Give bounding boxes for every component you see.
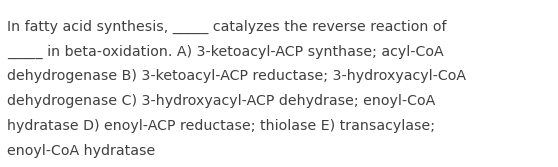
Text: dehydrogenase B) 3-ketoacyl-ACP reductase; 3-hydroxyacyl-CoA: dehydrogenase B) 3-ketoacyl-ACP reductas… bbox=[7, 69, 466, 84]
Text: hydratase D) enoyl-ACP reductase; thiolase E) transacylase;: hydratase D) enoyl-ACP reductase; thiola… bbox=[7, 119, 435, 133]
Text: dehydrogenase C) 3-hydroxyacyl-ACP dehydrase; enoyl-CoA: dehydrogenase C) 3-hydroxyacyl-ACP dehyd… bbox=[7, 94, 435, 108]
Text: _____ in beta-oxidation. A) 3-ketoacyl-ACP synthase; acyl-CoA: _____ in beta-oxidation. A) 3-ketoacyl-A… bbox=[7, 45, 443, 59]
Text: enoyl-CoA hydratase: enoyl-CoA hydratase bbox=[7, 144, 155, 158]
Text: In fatty acid synthesis, _____ catalyzes the reverse reaction of: In fatty acid synthesis, _____ catalyzes… bbox=[7, 20, 446, 34]
